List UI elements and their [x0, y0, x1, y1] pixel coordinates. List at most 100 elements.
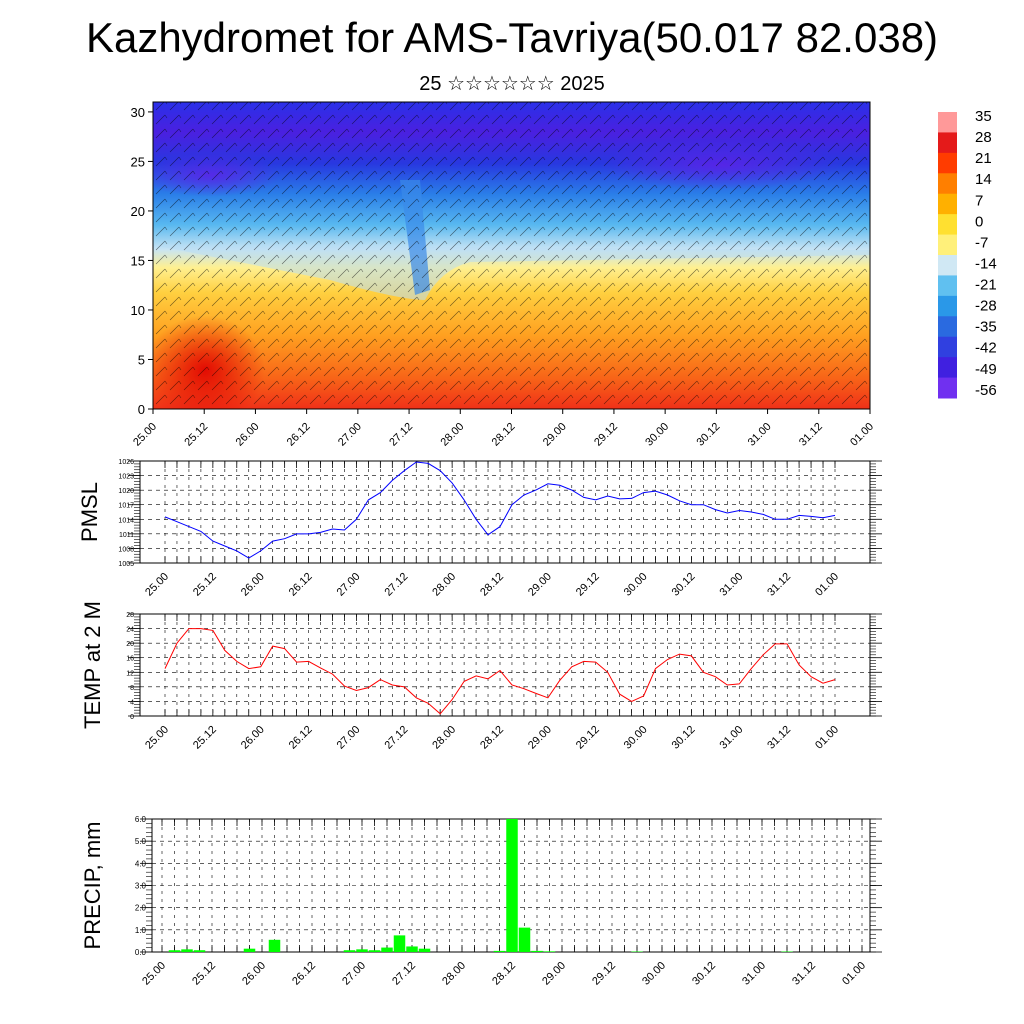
y-tick-label: 5 [138, 352, 145, 367]
x-tick-label: 28.00 [430, 571, 458, 599]
colorbar-label: 21 [975, 150, 992, 167]
precip-bar [393, 935, 406, 952]
colorbar-label: -7 [975, 234, 988, 251]
x-tick-label: 26.00 [240, 960, 268, 988]
colorbar-label: 7 [975, 192, 983, 209]
x-tick-label: 26.12 [285, 421, 313, 449]
cross-section-x-axis: 25.00 25.12 26.00 26.12 27.00 27.12 28.00 28.12… [131, 409, 876, 449]
colorbar-segment [938, 112, 957, 133]
x-tick-label: 01.00 [840, 960, 868, 988]
x-tick-label: 28.00 [440, 960, 468, 988]
x-tick-label: 28.00 [438, 421, 466, 449]
x-tick-label: 29.00 [526, 724, 554, 752]
precip-bar [493, 950, 506, 952]
x-tick-label: 25.00 [143, 724, 171, 752]
y-tick-label: 0.0 [135, 948, 147, 957]
y-tick-label: 6.0 [135, 815, 147, 824]
series-line [164, 628, 836, 715]
colorbar-label: -42 [975, 340, 997, 357]
x-tick-label: 29.12 [574, 571, 602, 599]
x-tick-label: 29.00 [540, 960, 568, 988]
x-tick-label: 25.12 [182, 421, 210, 449]
colorbar-segment [938, 132, 957, 154]
chart-subtitle: 25 ☆☆☆☆☆☆ 2025 [419, 73, 605, 95]
y-tick-label: 5.0 [135, 837, 147, 846]
x-tick-label: 28.12 [478, 724, 506, 752]
x-tick-label: 30.00 [640, 960, 668, 988]
x-tick-label: 25.00 [143, 571, 171, 599]
x-tick-label: 27.12 [382, 571, 410, 599]
y-tick-label: 20 [131, 204, 145, 219]
y-tick-label: 12 [126, 670, 134, 677]
x-tick-label: 31.12 [765, 724, 793, 752]
x-tick-label: 25.12 [190, 960, 218, 988]
x-tick-label: 30.00 [622, 571, 650, 599]
y-tick-label: 0 [130, 714, 134, 721]
colorbar-label: 0 [975, 213, 983, 230]
x-tick-label: 31.00 [746, 421, 774, 449]
y-tick-label: 4 [130, 699, 134, 706]
x-tick-label: 25.12 [191, 724, 219, 752]
precip-bar [193, 950, 206, 952]
x-tick-label: 25.12 [191, 571, 219, 599]
x-tick-label: 01.00 [848, 421, 876, 449]
precip-bar [418, 948, 431, 952]
precip-bar [168, 950, 181, 952]
x-tick-label: 26.00 [239, 724, 267, 752]
colorbar-label: -35 [975, 319, 997, 336]
wind-barbs [153, 102, 870, 409]
x-tick-label: 29.12 [590, 960, 618, 988]
colorbar-segment [938, 295, 957, 317]
x-tick-label: 27.12 [382, 724, 410, 752]
colorbar-segment [938, 234, 957, 256]
y-tick-label: 1017 [118, 503, 134, 510]
y-tick-label: 15 [131, 253, 145, 268]
panel-frame [139, 613, 871, 717]
colorbar-label: -21 [975, 277, 997, 294]
colorbar-label: -14 [975, 255, 997, 272]
x-tick-label: 27.12 [387, 421, 415, 449]
y-tick-label: 2.0 [135, 904, 147, 913]
y-tick-label: 20 [126, 641, 134, 648]
x-tick-label: 26.12 [290, 960, 318, 988]
precip-bar [506, 819, 518, 952]
colorbar-label: -56 [975, 382, 997, 399]
y-tick-label: 3.0 [135, 882, 147, 891]
y-tick-label: 16 [126, 656, 134, 663]
colorbar-segment [938, 336, 957, 358]
x-tick-label: 31.12 [765, 571, 793, 599]
x-tick-label: 29.00 [526, 571, 554, 599]
colorbar-label: 35 [975, 108, 992, 125]
x-tick-label: 01.00 [813, 571, 841, 599]
colorbar-segment [938, 152, 957, 174]
y-tick-label: 25 [131, 154, 145, 169]
precip-bar [356, 949, 368, 952]
chart-title: Kazhydromet for AMS-Tavriya(50.017 82.03… [85, 14, 939, 61]
colorbar-label: -28 [975, 298, 997, 315]
x-tick-label: 30.12 [690, 960, 718, 988]
x-tick-label: 31.12 [797, 421, 825, 449]
x-tick-label: 27.00 [340, 960, 368, 988]
x-tick-label: 29.00 [541, 421, 569, 449]
cross-section-y-axis: 0 5 10 15 20 25 30 [131, 105, 153, 417]
precip-bar [368, 950, 381, 952]
x-tick-label: 31.00 [717, 724, 745, 752]
precip-bar [181, 949, 193, 952]
colorbar-label: -49 [975, 361, 997, 378]
y-tick-label: 1.0 [135, 926, 147, 935]
y-tick-label: 1005 [118, 561, 134, 568]
y-axis-label: TEMP at 2 M [80, 601, 105, 729]
x-tick-label: 26.00 [234, 421, 262, 449]
x-tick-label: 30.00 [622, 724, 650, 752]
y-tick-label: 1023 [118, 474, 134, 481]
precip-bar [543, 951, 556, 952]
precip-bar [531, 950, 543, 952]
precip-bar [243, 948, 256, 952]
y-tick-label: 1026 [118, 459, 134, 466]
pmsl-panel: 1005 1008 1011 1014 1017 1020 1023 1026 25.00 25.… [77, 459, 882, 599]
y-tick-label: 1020 [118, 488, 134, 495]
colorbar-segment [938, 275, 957, 297]
y-tick-label: 1014 [118, 517, 134, 524]
y-tick-label: 24 [126, 627, 134, 634]
y-tick-label: 8 [130, 685, 134, 692]
